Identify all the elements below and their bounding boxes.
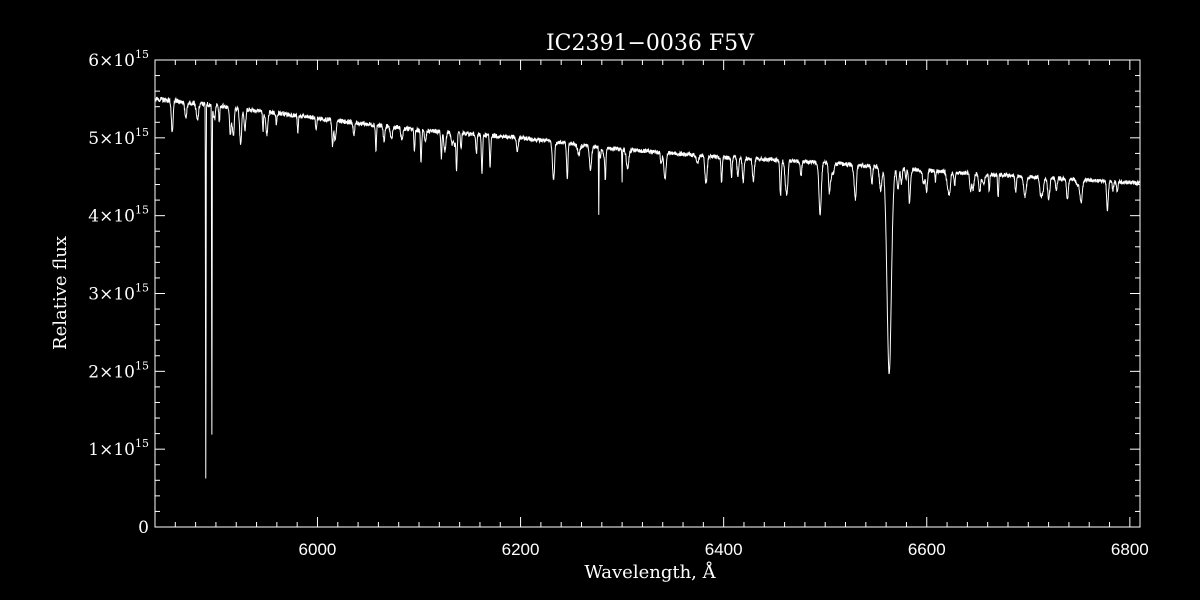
y-tick-labels: 0 1×1015 2×1015 3×1015 4×1015 5×1015 6×1015 bbox=[88, 48, 149, 538]
y-tick-label: 3×1015 bbox=[88, 282, 149, 305]
chart-title: IC2391−0036 F5V bbox=[546, 31, 755, 56]
y-tick-label: 2×1015 bbox=[88, 359, 149, 382]
spectrum-line bbox=[154, 96, 1141, 479]
y-tick-label: 6×1015 bbox=[88, 48, 149, 71]
y-tick-label: 1×1015 bbox=[88, 437, 149, 460]
x-tick-label: 6600 bbox=[908, 540, 946, 559]
y-axis-label: Relative flux bbox=[50, 236, 71, 350]
x-tick-labels: 6000 6200 6400 6600 6800 bbox=[299, 540, 1149, 559]
y-tick-label: 0 bbox=[138, 518, 149, 538]
x-tick-label: 6200 bbox=[502, 540, 540, 559]
x-tick-label: 6800 bbox=[1111, 540, 1149, 559]
x-axis-label: Wavelength, Å bbox=[584, 561, 716, 583]
x-tick-label: 6400 bbox=[705, 540, 743, 559]
plot-frame bbox=[154, 59, 1141, 528]
y-tick-label: 5×1015 bbox=[88, 126, 149, 149]
axis-ticks bbox=[154, 59, 1140, 528]
x-tick-label: 6000 bbox=[299, 540, 337, 559]
y-tick-label: 4×1015 bbox=[88, 204, 149, 227]
